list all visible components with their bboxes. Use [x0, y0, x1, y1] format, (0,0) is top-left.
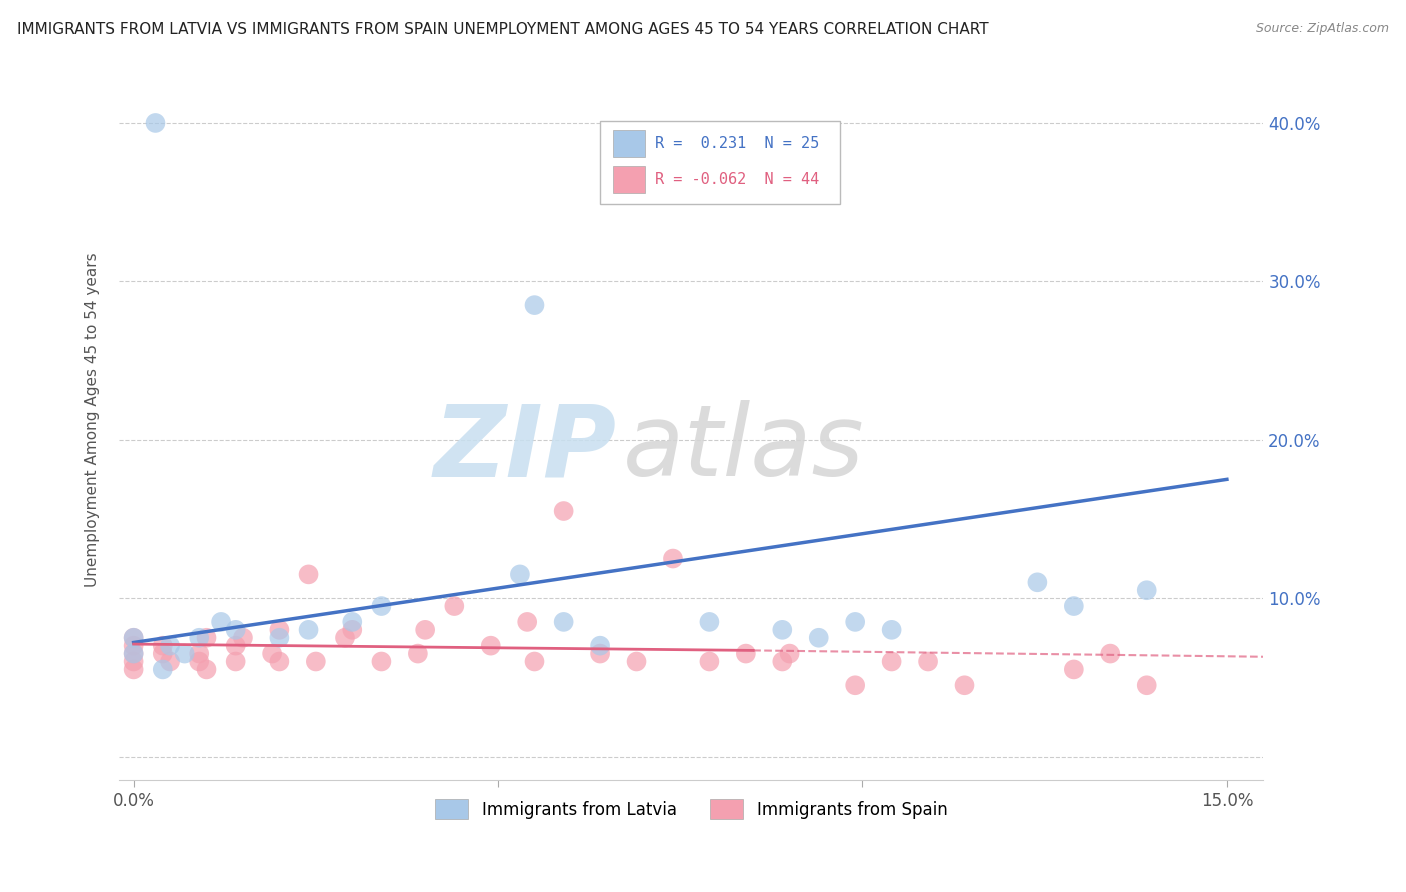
- Point: [122, 655, 145, 669]
- Text: atlas: atlas: [623, 401, 865, 497]
- Point: [523, 298, 546, 312]
- Point: [509, 567, 531, 582]
- Point: [173, 647, 195, 661]
- Point: [159, 639, 181, 653]
- Y-axis label: Unemployment Among Ages 45 to 54 years: Unemployment Among Ages 45 to 54 years: [86, 252, 100, 587]
- Point: [152, 639, 174, 653]
- Point: [479, 639, 502, 653]
- FancyBboxPatch shape: [613, 129, 645, 157]
- Point: [844, 615, 866, 629]
- Point: [209, 615, 232, 629]
- Point: [370, 655, 392, 669]
- Point: [342, 615, 364, 629]
- Point: [195, 631, 218, 645]
- Point: [159, 655, 181, 669]
- Point: [225, 623, 247, 637]
- Point: [188, 655, 211, 669]
- Point: [734, 647, 756, 661]
- Point: [880, 655, 903, 669]
- Text: ZIP: ZIP: [434, 401, 617, 497]
- Point: [225, 639, 247, 653]
- Point: [305, 655, 328, 669]
- Point: [269, 623, 291, 637]
- Point: [662, 551, 685, 566]
- Point: [195, 662, 218, 676]
- Point: [145, 116, 167, 130]
- Point: [122, 647, 145, 661]
- Point: [516, 615, 538, 629]
- Point: [553, 615, 575, 629]
- Point: [770, 655, 793, 669]
- Point: [188, 631, 211, 645]
- Point: [1063, 599, 1085, 613]
- Text: R =  0.231  N = 25: R = 0.231 N = 25: [655, 136, 818, 151]
- Point: [589, 639, 612, 653]
- Point: [370, 599, 392, 613]
- Text: R = -0.062  N = 44: R = -0.062 N = 44: [655, 172, 818, 186]
- Point: [779, 647, 801, 661]
- FancyBboxPatch shape: [599, 120, 839, 203]
- Point: [844, 678, 866, 692]
- Point: [626, 655, 648, 669]
- Point: [122, 631, 145, 645]
- Point: [1099, 647, 1122, 661]
- FancyBboxPatch shape: [613, 166, 645, 193]
- Point: [122, 639, 145, 653]
- Point: [188, 647, 211, 661]
- Text: Source: ZipAtlas.com: Source: ZipAtlas.com: [1256, 22, 1389, 36]
- Point: [122, 631, 145, 645]
- Point: [269, 631, 291, 645]
- Point: [225, 655, 247, 669]
- Point: [699, 615, 721, 629]
- Point: [523, 655, 546, 669]
- Point: [406, 647, 429, 661]
- Point: [589, 647, 612, 661]
- Legend: Immigrants from Latvia, Immigrants from Spain: Immigrants from Latvia, Immigrants from …: [429, 792, 955, 826]
- Point: [269, 655, 291, 669]
- Point: [232, 631, 254, 645]
- Point: [443, 599, 465, 613]
- Point: [262, 647, 284, 661]
- Point: [880, 623, 903, 637]
- Point: [770, 623, 793, 637]
- Point: [699, 655, 721, 669]
- Point: [917, 655, 939, 669]
- Point: [1063, 662, 1085, 676]
- Point: [122, 662, 145, 676]
- Point: [333, 631, 356, 645]
- Point: [807, 631, 830, 645]
- Point: [1136, 583, 1159, 598]
- Point: [413, 623, 436, 637]
- Point: [342, 623, 364, 637]
- Point: [297, 567, 319, 582]
- Point: [953, 678, 976, 692]
- Point: [297, 623, 319, 637]
- Point: [553, 504, 575, 518]
- Text: IMMIGRANTS FROM LATVIA VS IMMIGRANTS FROM SPAIN UNEMPLOYMENT AMONG AGES 45 TO 54: IMMIGRANTS FROM LATVIA VS IMMIGRANTS FRO…: [17, 22, 988, 37]
- Point: [152, 647, 174, 661]
- Point: [152, 662, 174, 676]
- Point: [1026, 575, 1049, 590]
- Point: [1136, 678, 1159, 692]
- Point: [122, 647, 145, 661]
